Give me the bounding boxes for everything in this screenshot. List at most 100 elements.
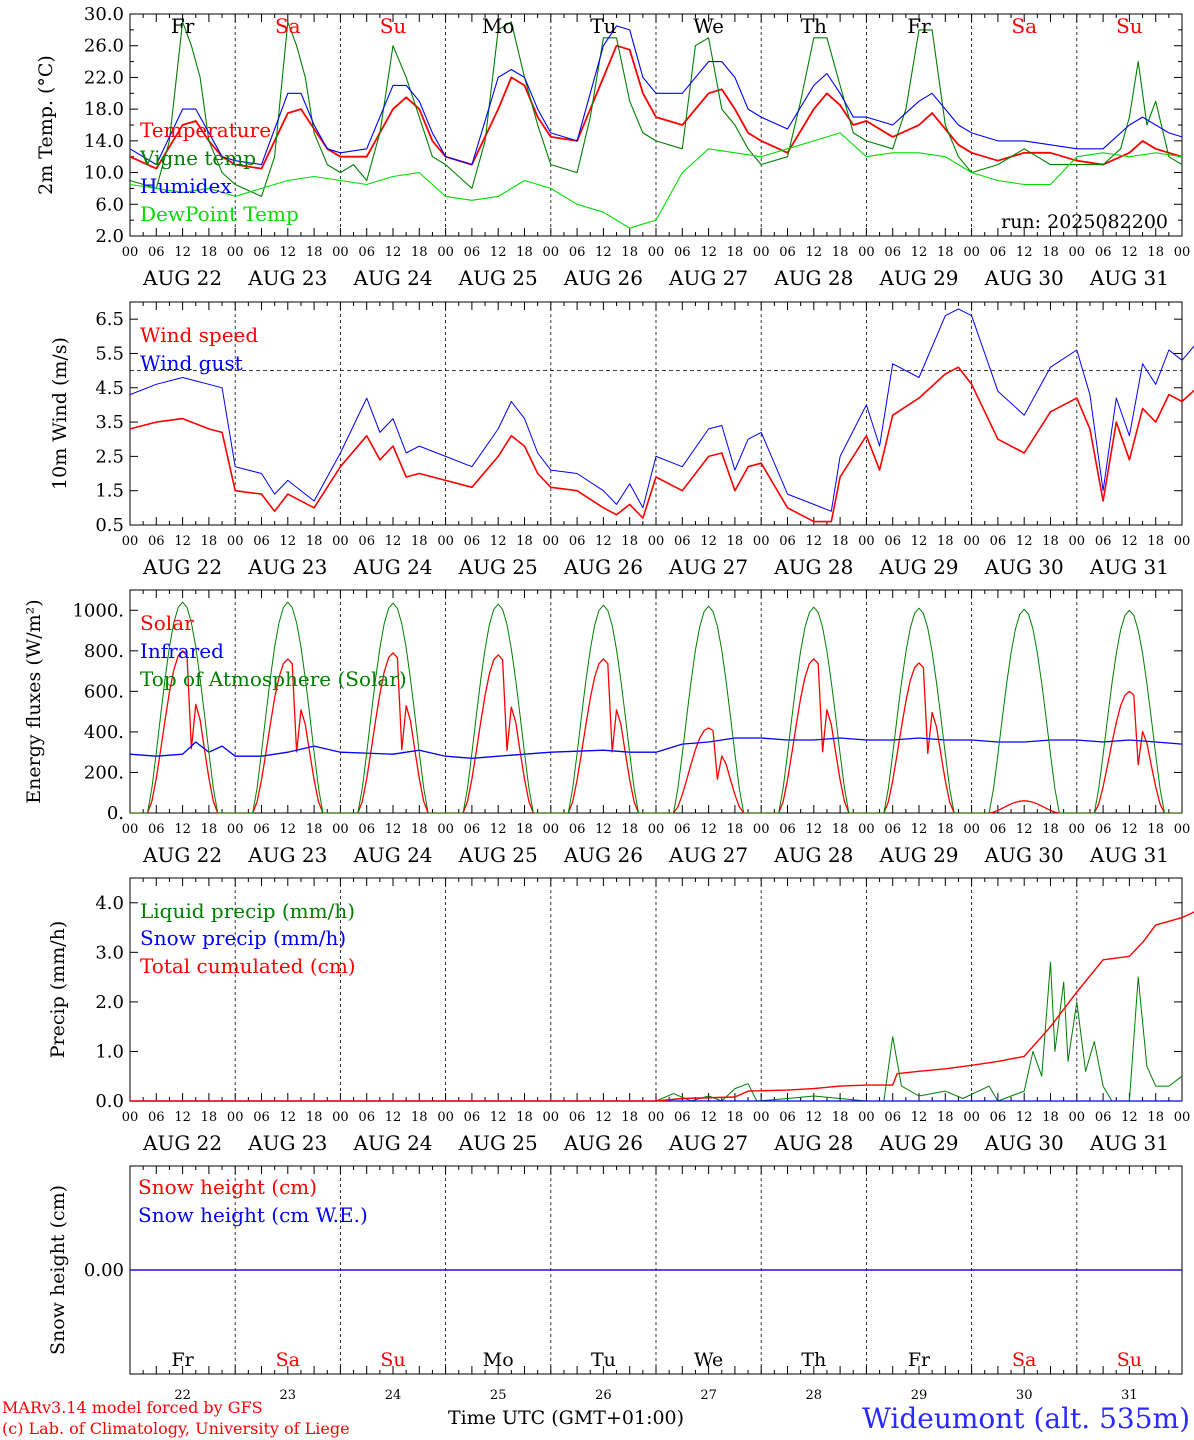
- hour-tick-label: 18: [306, 822, 323, 837]
- hour-tick-label: 06: [779, 534, 796, 549]
- hour-tick-label: 06: [148, 822, 165, 837]
- series-line-4: [129, 132, 1183, 229]
- date-label: AUG 24: [352, 843, 432, 867]
- hour-tick-label: 00: [753, 245, 770, 260]
- legend-entry: Snow height (cm W.E.): [138, 1203, 368, 1227]
- hour-tick-label: 06: [148, 534, 165, 549]
- hour-tick-label: 18: [201, 822, 218, 837]
- legend-entry: Humidex: [140, 174, 232, 198]
- hour-tick-label: 18: [832, 1110, 849, 1125]
- y-tick-label: 0.: [107, 803, 124, 824]
- y-tick-label: 0.0: [95, 1091, 124, 1112]
- hour-tick-label: 06: [674, 245, 691, 260]
- hour-tick-label: 12: [911, 1110, 928, 1125]
- hour-tick-label: 12: [700, 1110, 717, 1125]
- hour-tick-label: 00: [543, 822, 560, 837]
- y-tick-label: 30.0: [84, 4, 124, 25]
- hour-tick-label: 18: [727, 245, 744, 260]
- hour-tick-label: 12: [1016, 245, 1033, 260]
- hour-tick-label: 00: [963, 534, 980, 549]
- date-label: AUG 24: [352, 1131, 432, 1155]
- hour-tick-label: 12: [1016, 1110, 1033, 1125]
- weekday-label-bottom: Su: [380, 1349, 405, 1371]
- weekday-label: Mo: [482, 14, 515, 38]
- hour-tick-label: 00: [1069, 534, 1086, 549]
- date-label: AUG 30: [984, 555, 1064, 579]
- date-label: AUG 23: [247, 555, 327, 579]
- hour-tick-label: 18: [306, 534, 323, 549]
- weekday-label-bottom: Tu: [591, 1349, 616, 1371]
- y-tick-label: 14.0: [84, 131, 124, 152]
- hour-tick-label: 00: [122, 1110, 139, 1125]
- date-label: AUG 24: [352, 266, 432, 290]
- hour-tick-label: 06: [779, 245, 796, 260]
- hour-tick-label: 00: [1069, 822, 1086, 837]
- panel-5: 0.00 Snow height (cm) Snow height (cm) Snow…: [47, 1165, 1183, 1375]
- y-axis-label: 10m Wind (m/s): [49, 337, 71, 490]
- hour-tick-label: 06: [569, 534, 586, 549]
- hour-tick-label: 18: [1147, 245, 1164, 260]
- legend-entry: Total cumulated (cm): [140, 954, 356, 978]
- model-credit: MARv3.14 model forced by GFS: [2, 1398, 263, 1417]
- hour-tick-label: 00: [1174, 245, 1191, 260]
- hour-tick-label: 06: [358, 822, 375, 837]
- hour-tick-label: 00: [543, 245, 560, 260]
- hour-tick-label: 18: [306, 245, 323, 260]
- date-label: AUG 25: [458, 1131, 538, 1155]
- hour-tick-label: 12: [490, 1110, 507, 1125]
- hour-tick-label: 06: [358, 1110, 375, 1125]
- hour-tick-label: 12: [385, 534, 402, 549]
- date-label: AUG 26: [563, 843, 643, 867]
- hour-tick-label: 06: [464, 1110, 481, 1125]
- date-label: AUG 27: [668, 266, 748, 290]
- y-tick-label: 0.00: [84, 1260, 124, 1281]
- day-number-label: 22: [174, 1388, 191, 1403]
- hour-tick-label: 00: [963, 1110, 980, 1125]
- hour-tick-label: 12: [806, 534, 823, 549]
- date-label: AUG 22: [142, 266, 222, 290]
- hour-tick-label: 18: [832, 245, 849, 260]
- hour-tick-label: 12: [490, 822, 507, 837]
- hour-tick-label: 06: [1095, 245, 1112, 260]
- hour-tick-label: 18: [832, 822, 849, 837]
- hour-tick-label: 06: [1095, 1110, 1112, 1125]
- hour-tick-label: 00: [543, 534, 560, 549]
- panel-4: 0.0 1.0 2.0 3.0 4.0 Precip (mm/h) Liquid preci…: [47, 877, 1194, 1155]
- hour-tick-label: 00: [437, 822, 454, 837]
- weekday-label-bottom: Su: [1117, 1349, 1142, 1371]
- hour-tick-label: 18: [1042, 534, 1059, 549]
- hour-tick-label: 18: [411, 822, 428, 837]
- hour-tick-label: 12: [911, 245, 928, 260]
- hour-tick-label: 00: [858, 245, 875, 260]
- series-line-1: [129, 366, 1194, 523]
- panel-3: 0. 200. 400. 600. 800. 1000. Energy fluxes (W/…: [23, 589, 1190, 867]
- weekday-label-bottom: Th: [801, 1349, 826, 1371]
- legend-entry: Top of Atmosphere (Solar): [140, 667, 407, 691]
- day-number-label: 31: [1121, 1388, 1138, 1403]
- hour-tick-label: 00: [858, 822, 875, 837]
- date-label: AUG 27: [668, 1131, 748, 1155]
- legend-entry: Infrared: [140, 639, 224, 663]
- hour-tick-label: 00: [227, 1110, 244, 1125]
- legend-entry: Snow precip (mm/h): [140, 926, 346, 950]
- hour-tick-label: 00: [227, 822, 244, 837]
- hour-tick-label: 00: [648, 534, 665, 549]
- panel-2: 0.5 1.5 2.5 3.5 4.5 5.5 6.5 10m Wind (m/s) Wind …: [49, 301, 1194, 579]
- hour-tick-label: 06: [569, 1110, 586, 1125]
- day-number-label: 28: [806, 1388, 823, 1403]
- hour-tick-label: 00: [227, 534, 244, 549]
- hour-tick-label: 18: [937, 534, 954, 549]
- date-label: AUG 26: [563, 555, 643, 579]
- hour-tick-label: 00: [437, 534, 454, 549]
- hour-tick-label: 00: [858, 1110, 875, 1125]
- y-tick-label: 0.5: [95, 515, 124, 536]
- hour-tick-label: 00: [963, 822, 980, 837]
- hour-tick-label: 12: [385, 822, 402, 837]
- date-label: AUG 28: [773, 843, 853, 867]
- hour-tick-label: 12: [700, 822, 717, 837]
- weekday-label-bottom: Sa: [276, 1349, 300, 1371]
- hour-tick-label: 00: [1069, 245, 1086, 260]
- hour-tick-label: 06: [884, 822, 901, 837]
- hour-tick-label: 12: [1121, 245, 1138, 260]
- date-label: AUG 27: [668, 555, 748, 579]
